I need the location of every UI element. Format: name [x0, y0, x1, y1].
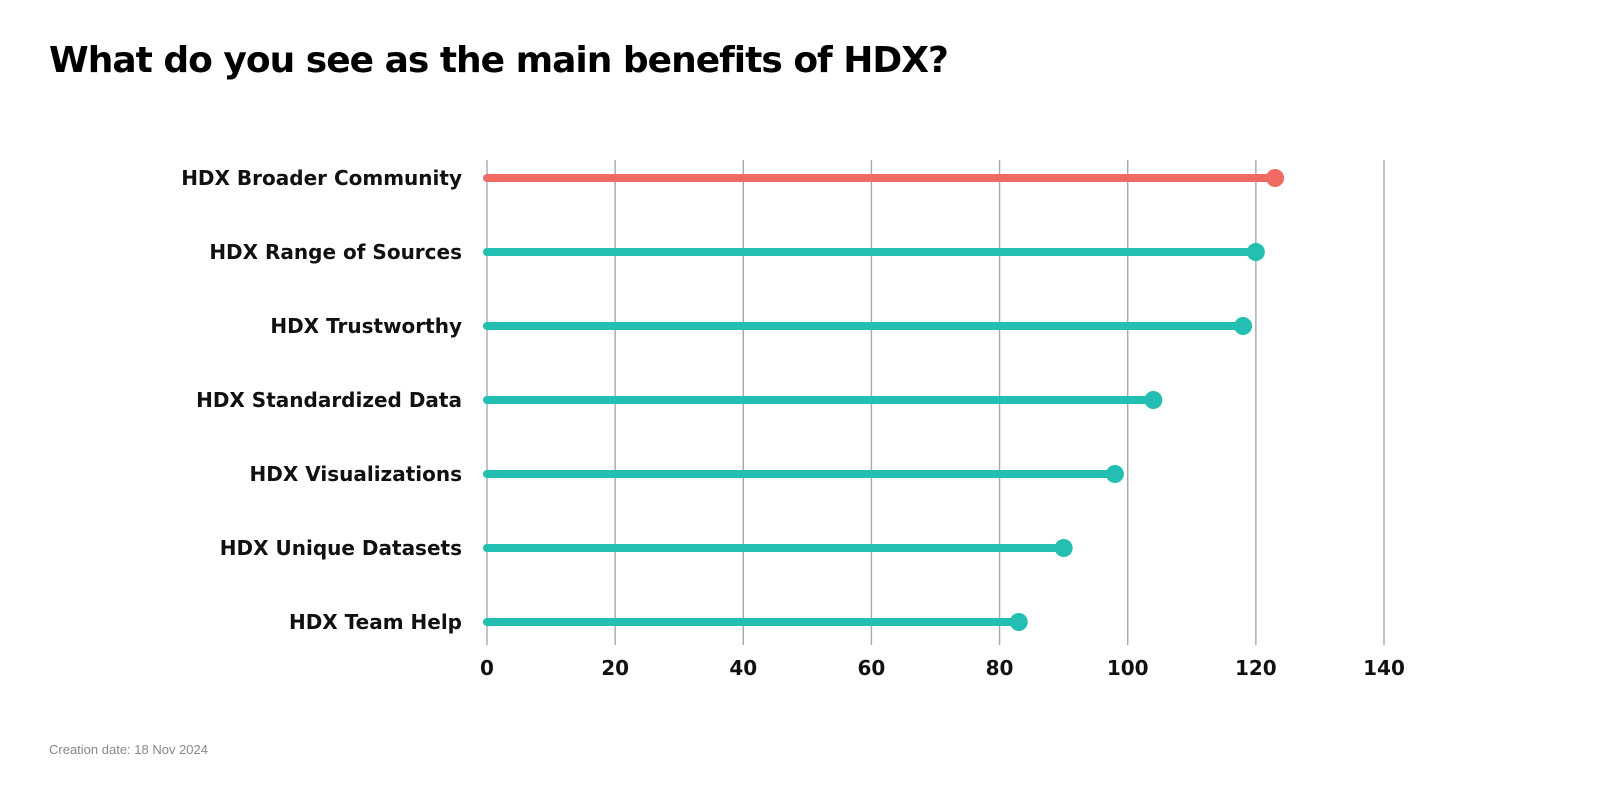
category-label-hdx-trustworthy: HDX Trustworthy [270, 314, 462, 338]
x-tick-label-0: 0 [480, 656, 494, 680]
category-label-hdx-team-help: HDX Team Help [289, 610, 462, 634]
category-label-hdx-range-of-sources: HDX Range of Sources [209, 240, 462, 264]
lollipop-dot-hdx-unique-datasets [1054, 539, 1073, 557]
lollipop-dot-hdx-standardized-data [1144, 391, 1163, 409]
category-label-hdx-standardized-data: HDX Standardized Data [196, 388, 462, 412]
creation-date-note: Creation date: 18 Nov 2024 [49, 742, 208, 757]
lollipop-dot-hdx-range-of-sources [1246, 243, 1265, 261]
x-tick-label-100: 100 [1107, 656, 1149, 680]
x-axis-tick-labels: 0 20 40 60 80 100 120 140 [480, 656, 1405, 680]
category-label-hdx-broader-community: HDX Broader Community [181, 166, 462, 190]
x-tick-label-120: 120 [1235, 656, 1277, 680]
category-labels: HDX Broader Community HDX Range of Source… [181, 166, 462, 634]
x-tick-label-40: 40 [729, 656, 757, 680]
page-title: What do you see as the main benefits of … [49, 40, 949, 81]
category-label-hdx-visualizations: HDX Visualizations [250, 462, 463, 486]
category-label-hdx-unique-datasets: HDX Unique Datasets [220, 536, 462, 560]
lollipop-dot-hdx-team-help [1009, 613, 1028, 631]
x-tick-label-140: 140 [1363, 656, 1405, 680]
x-tick-label-80: 80 [986, 656, 1014, 680]
x-tick-label-60: 60 [858, 656, 886, 680]
lollipop-dot-hdx-broader-community [1266, 169, 1285, 187]
lollipop-series [483, 169, 1285, 631]
lollipop-dot-hdx-trustworthy [1234, 317, 1253, 335]
lollipop-dot-hdx-visualizations [1105, 465, 1124, 483]
x-tick-label-20: 20 [601, 656, 629, 680]
